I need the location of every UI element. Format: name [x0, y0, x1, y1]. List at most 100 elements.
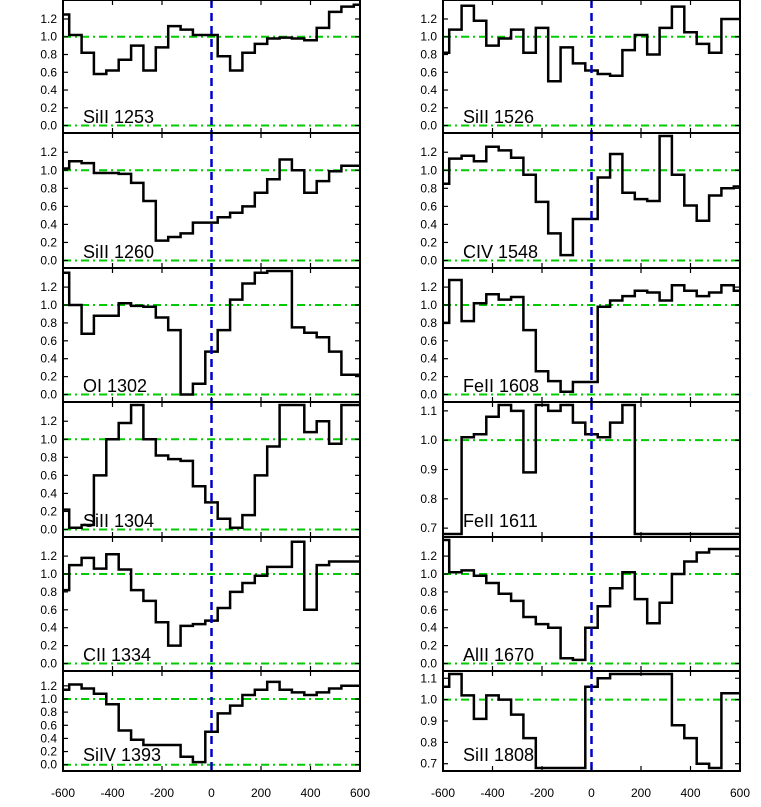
y-tick-label: 1.1	[420, 671, 437, 685]
panel-label: SiII 1253	[83, 107, 154, 127]
y-tick-label: 0.4	[40, 486, 57, 500]
y-tick-label: 0.8	[40, 585, 57, 599]
spectrum-line	[443, 134, 740, 257]
y-tick-label: 0.6	[420, 199, 437, 213]
y-tick-label: 1.0	[40, 298, 57, 312]
y-tick-label: 0.7	[420, 521, 437, 535]
y-tick-label: 1.2	[40, 549, 57, 563]
y-tick-label: 0.4	[420, 83, 437, 97]
y-tick-label: 0.2	[40, 639, 57, 653]
y-tick-label: 0.8	[420, 48, 437, 62]
y-tick-label: 1.2	[420, 145, 437, 159]
y-tick-label: 1.2	[40, 12, 57, 26]
y-tick-label: 1.2	[40, 280, 57, 294]
y-tick-label: 0.6	[40, 65, 57, 79]
y-tick-label: 1.0	[40, 692, 57, 706]
y-tick-label: 0.4	[40, 83, 57, 97]
y-tick-label: 0.6	[420, 603, 437, 617]
y-tick-label: 0.4	[420, 621, 437, 635]
y-tick-label: 0.8	[40, 450, 57, 464]
y-tick-label: 0.8	[40, 705, 57, 719]
panel: 0.0 0.2 0.4 0.6 0.8 1.0 1.2 SiII 1260	[40, 132, 361, 269]
y-tick-label: 0.0	[40, 119, 57, 133]
x-tick-label: 400	[300, 786, 320, 800]
spectrum-line	[443, 672, 740, 770]
x-tick-label: -600	[431, 786, 455, 800]
y-tick-label: 0.7	[420, 757, 437, 771]
y-tick-label: 0.0	[40, 522, 57, 536]
panel-label: CIV 1548	[463, 242, 538, 262]
y-tick-label: 0.0	[40, 758, 57, 772]
y-tick-label: 0.0	[420, 657, 437, 671]
x-tick-label: 400	[680, 786, 700, 800]
y-tick-label: 1.0	[420, 298, 437, 312]
y-tick-label: 0.2	[420, 370, 437, 384]
spectrum-line	[443, 4, 740, 83]
panel: 0.0 0.2 0.4 0.6 0.8 1.0 1.2 SiII 1304	[40, 401, 361, 538]
y-tick-label: 0.0	[420, 388, 437, 402]
panel: 0.0 0.2 0.4 0.6 0.8 1.0 1.2 CII 1334	[40, 536, 361, 672]
y-tick-label: 0.8	[40, 48, 57, 62]
x-tick-label: 600	[350, 786, 370, 800]
panel: 0.0 0.2 0.4 0.6 0.8 1.0 1.2 FeII 1608	[420, 267, 741, 403]
y-tick-label: 1.1	[420, 404, 437, 418]
panel-label: AlII 1670	[463, 645, 534, 665]
y-tick-label: 0.6	[40, 199, 57, 213]
spectrum-line	[443, 403, 740, 536]
y-tick-label: 0.4	[40, 352, 57, 366]
panel-label: FeII 1608	[463, 376, 539, 396]
y-tick-label: 0.8	[40, 316, 57, 330]
y-tick-label: 1.0	[420, 693, 437, 707]
y-tick-label: 0.0	[40, 657, 57, 671]
x-tick-label: 200	[631, 786, 651, 800]
panel: 0.0 0.2 0.4 0.6 0.8 1.0 1.2 SiII 1253	[40, 0, 361, 134]
spectrum-line	[63, 269, 360, 396]
x-tick-label: 600	[730, 786, 750, 800]
spectrum-line	[63, 158, 360, 242]
y-tick-label: 1.0	[420, 433, 437, 447]
panel: 0.00.20.40.60.81.01.2 SiIV 1393	[40, 670, 361, 772]
panel-label: SiII 1260	[83, 242, 154, 262]
y-tick-label: 0.9	[420, 714, 437, 728]
y-tick-label: 0.2	[40, 370, 57, 384]
panel-label: CII 1334	[83, 645, 151, 665]
panel-label: FeII 1611	[463, 511, 538, 531]
panel: 0.0 0.2 0.4 0.6 0.8 1.0 1.2 OI 1302	[40, 267, 361, 403]
panel-label: OI 1302	[83, 376, 147, 396]
panel: 0.0 0.2 0.4 0.6 0.8 1.0 1.2 AlII 1670	[420, 536, 741, 672]
panel: 0.0 0.2 0.4 0.6 0.8 1.0 1.2 CIV 1548	[420, 132, 741, 269]
y-tick-label: 0.2	[40, 504, 57, 518]
y-tick-label: 0.8	[420, 181, 437, 195]
y-tick-label: 0.4	[40, 621, 57, 635]
y-tick-label: 1.0	[40, 567, 57, 581]
panel-label: SiII 1526	[463, 107, 534, 127]
y-tick-label: 0.2	[420, 101, 437, 115]
panel: 0.7 0.8 0.9 1.0 1.1 FeII 1611	[420, 401, 741, 538]
y-tick-label: 0.6	[420, 334, 437, 348]
y-tick-label: 0.0	[40, 253, 57, 267]
x-tick-label: -200	[530, 786, 554, 800]
y-tick-label: 0.2	[40, 745, 57, 759]
y-tick-label: 0.2	[420, 235, 437, 249]
y-tick-label: 1.0	[420, 163, 437, 177]
y-tick-label: 0.2	[420, 639, 437, 653]
x-tick-label: -400	[480, 786, 504, 800]
spectrum-line	[63, 3, 360, 76]
panel: 0.7 0.8 0.9 1.0 1.1 SiII 1808	[420, 670, 741, 772]
panel: 0.0 0.2 0.4 0.6 0.8 1.0 1.2 SiII 1526	[420, 0, 741, 134]
y-tick-label: 1.0	[420, 30, 437, 44]
y-tick-label: 0.6	[40, 468, 57, 482]
y-tick-label: 1.2	[420, 280, 437, 294]
y-tick-label: 0.9	[420, 463, 437, 477]
y-tick-label: 1.0	[40, 432, 57, 446]
x-tick-label: 0	[588, 786, 595, 800]
panel-label: SiII 1304	[83, 511, 154, 531]
y-tick-label: 1.0	[40, 163, 57, 177]
y-tick-label: 1.0	[420, 567, 437, 581]
spectrum-line	[443, 278, 740, 394]
y-tick-label: 0.0	[40, 388, 57, 402]
y-tick-label: 0.2	[40, 235, 57, 249]
y-tick-label: 0.6	[40, 718, 57, 732]
y-tick-label: 0.4	[40, 217, 57, 231]
